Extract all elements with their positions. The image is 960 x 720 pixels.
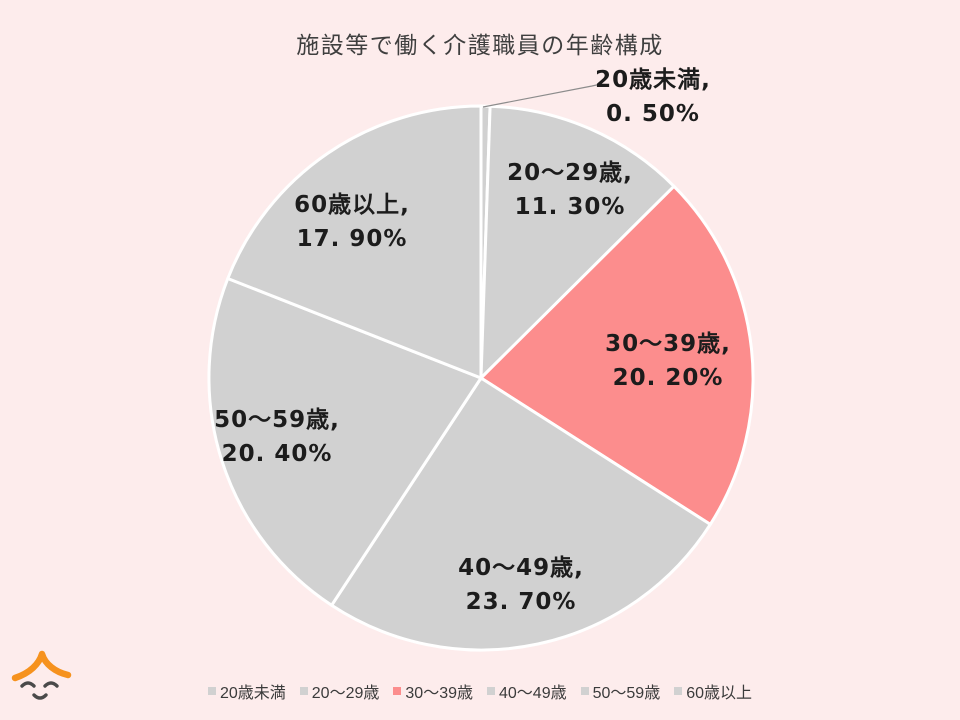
logo-mouth-icon bbox=[32, 693, 48, 700]
slice-label-40-49: 40～49歳, 23. 70% bbox=[458, 551, 584, 619]
slice-label-name: 20歳未満, bbox=[595, 67, 711, 93]
slice-label-name: 40～49歳, bbox=[458, 555, 584, 581]
legend-item-under-20: 20歳未満 bbox=[207, 679, 286, 703]
smiley-face-logo bbox=[11, 650, 72, 700]
slice-label-value: 0. 50% bbox=[606, 101, 700, 127]
slice-label-60-plus: 60歳以上, 17. 90% bbox=[294, 188, 410, 256]
legend-label: 20歳未満 bbox=[219, 685, 286, 702]
legend-swatch bbox=[207, 687, 216, 695]
legend-label: 20～29歳 bbox=[311, 685, 380, 702]
slice-label-value: 20. 20% bbox=[612, 365, 724, 391]
legend-item-60-plus: 60歳以上 bbox=[674, 679, 752, 703]
legend-swatch bbox=[299, 687, 308, 695]
slice-label-value: 23. 70% bbox=[465, 589, 577, 615]
pie-slice-40-49 bbox=[330, 376, 712, 652]
legend-item-30-39: 30～39歳 bbox=[393, 679, 473, 703]
legend-item-50-59: 50～59歳 bbox=[580, 679, 661, 703]
chart-title: 施設等で働く介護職員の年齢構成 bbox=[296, 32, 664, 58]
pie-slice-30-39 bbox=[479, 184, 755, 526]
leader-line-under-20 bbox=[482, 83, 602, 108]
slice-label-name: 60歳以上, bbox=[294, 192, 410, 218]
logo-roof-icon bbox=[11, 650, 72, 682]
legend-label: 50～59歳 bbox=[592, 685, 661, 702]
legend-swatch bbox=[393, 687, 402, 695]
legend-swatch bbox=[674, 687, 683, 695]
legend-item-20-29: 20～29歳 bbox=[299, 679, 380, 703]
slice-label-20-29: 20～29歳, 11. 30% bbox=[507, 156, 633, 224]
slice-label-under-20: 20歳未満, 0. 50% bbox=[595, 63, 711, 131]
slice-label-30-39: 30～39歳, 20. 20% bbox=[605, 327, 731, 395]
legend-swatch bbox=[487, 687, 495, 695]
logo-right-eye-icon bbox=[43, 681, 59, 688]
legend-label: 40～49歳 bbox=[499, 685, 567, 702]
slice-label-value: 20. 40% bbox=[221, 441, 333, 467]
pie-slice-20-29 bbox=[479, 104, 676, 380]
slice-label-value: 11. 30% bbox=[514, 194, 626, 220]
logo-left-eye-icon bbox=[20, 681, 36, 688]
chart-legend: 20歳未満 20～29歳 30～39歳 40～49歳 50～59歳 60歳以上 bbox=[0, 679, 960, 703]
slice-label-value: 17. 90% bbox=[296, 226, 408, 252]
slice-label-name: 50～59歳, bbox=[214, 407, 340, 433]
pie-slice-50-59 bbox=[207, 277, 483, 607]
slice-label-name: 30～39歳, bbox=[605, 331, 731, 357]
legend-swatch bbox=[580, 687, 589, 695]
pie-slice-60-plus bbox=[226, 104, 483, 380]
slice-label-name: 20～29歳, bbox=[507, 160, 633, 186]
legend-label: 30～39歳 bbox=[405, 685, 473, 702]
legend-item-40-49: 40～49歳 bbox=[487, 679, 567, 703]
legend-label: 60歳以上 bbox=[686, 685, 753, 702]
slice-label-50-59: 50～59歳, 20. 40% bbox=[214, 403, 340, 471]
